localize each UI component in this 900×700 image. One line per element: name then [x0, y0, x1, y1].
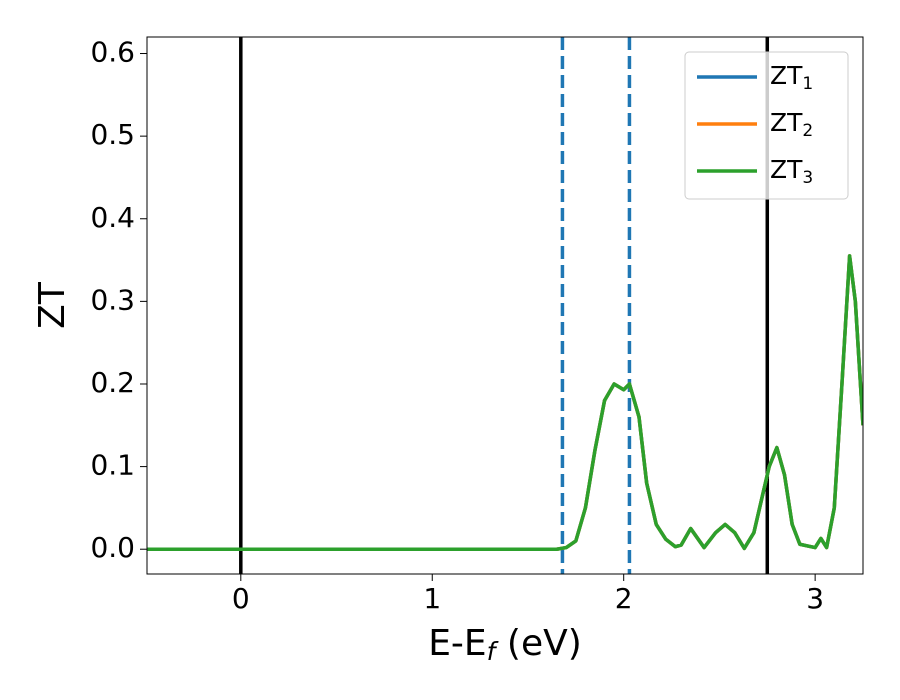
legend-label-sub: 2 — [802, 121, 813, 141]
series-line — [147, 254, 863, 551]
y-tick-label: 0.5 — [90, 118, 135, 151]
x-tick-label: 1 — [423, 582, 441, 615]
x-axis-label-part: (eV) — [495, 623, 581, 664]
y-axis-label: ZT — [32, 281, 73, 329]
x-tick-label: 2 — [615, 582, 633, 615]
legend-label-sub: 1 — [802, 74, 813, 94]
plot-frame — [146, 36, 864, 575]
series-line — [147, 254, 863, 551]
x-tick-label: 3 — [806, 582, 824, 615]
legend-label: ZT2 — [770, 108, 813, 141]
y-tick-label: 0.2 — [90, 366, 135, 399]
legend-label-main: ZT — [770, 108, 803, 137]
legend-label-main: ZT — [770, 155, 803, 184]
y-tick-label: 0.3 — [90, 283, 135, 316]
y-tick-label: 0.0 — [90, 531, 135, 564]
y-tick-label: 0.6 — [90, 36, 135, 69]
legend-label-sub: 3 — [802, 168, 813, 188]
x-axis-label: E-Ef (eV) — [428, 623, 582, 666]
legend-box — [684, 51, 849, 200]
legend-label: ZT3 — [770, 155, 813, 188]
y-tick-label: 0.1 — [90, 449, 135, 482]
legend-label-main: ZT — [770, 61, 803, 90]
y-tick-label: 0.4 — [90, 201, 135, 234]
series-line — [147, 254, 863, 551]
x-axis-label-part: E-E — [428, 623, 486, 664]
x-tick-label: 0 — [232, 582, 250, 615]
legend-label: ZT1 — [770, 61, 813, 94]
